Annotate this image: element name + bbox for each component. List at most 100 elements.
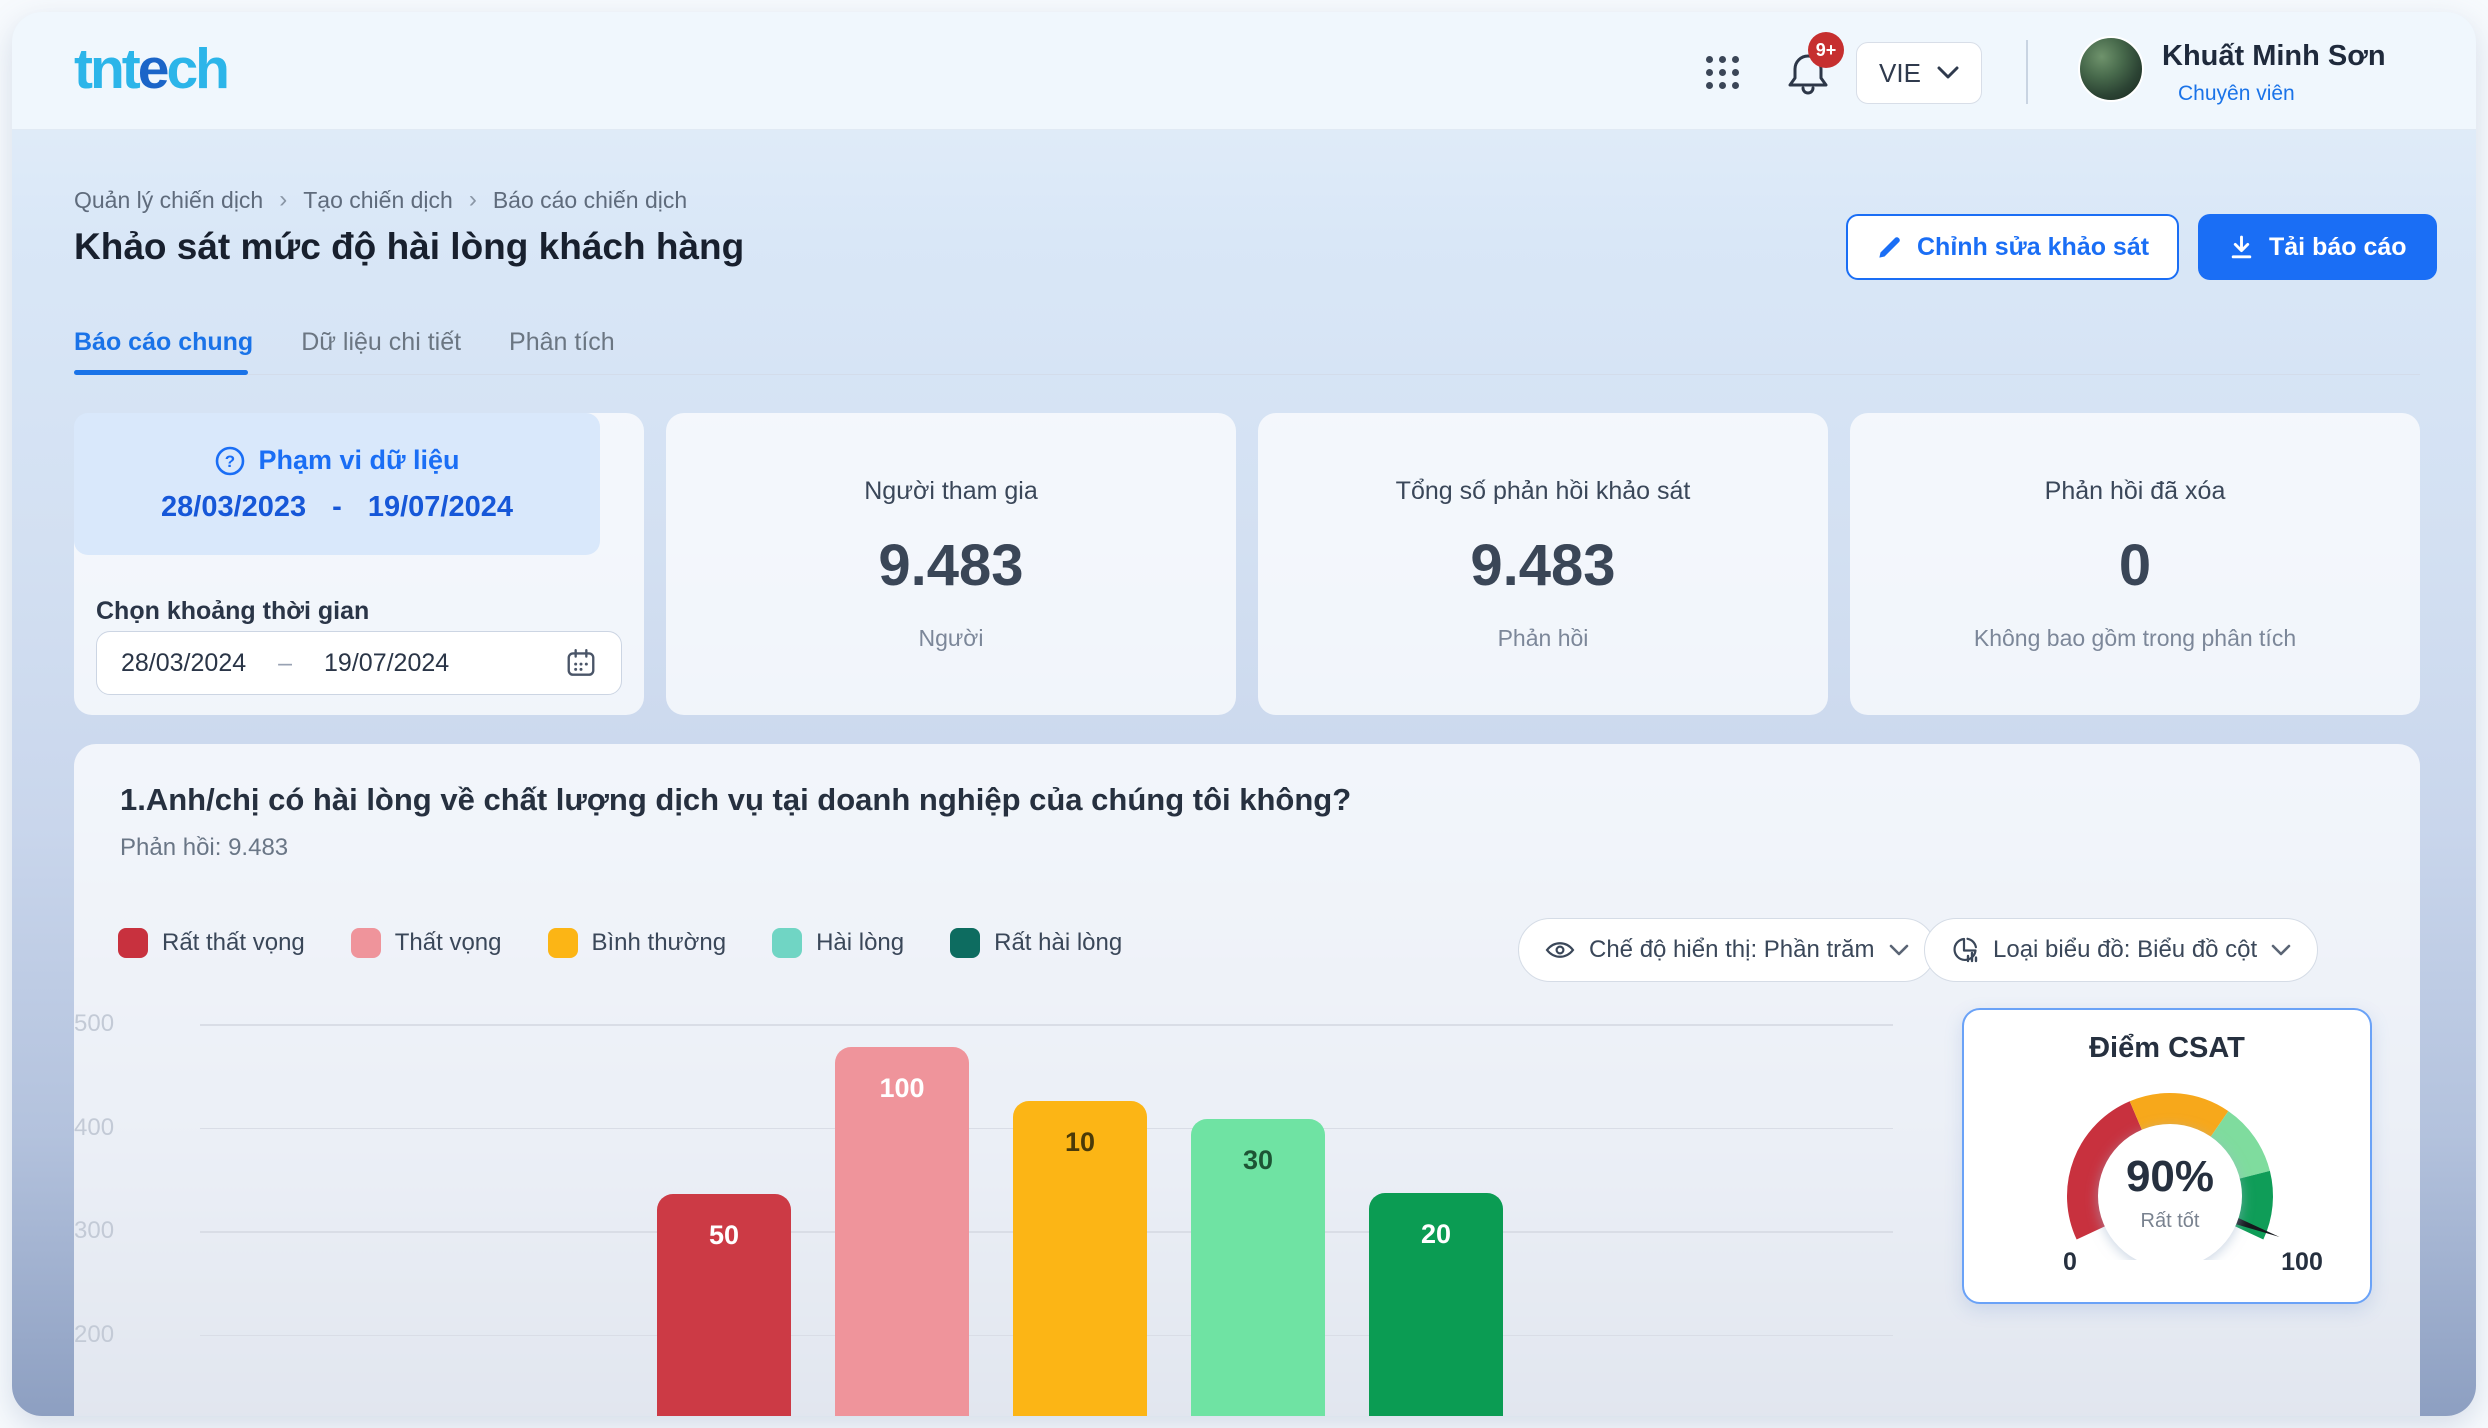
csat-title: Điểm CSAT [2089,1032,2245,1064]
csat-gauge-svg [2067,1093,2280,1260]
language-selector[interactable]: VIE [1856,42,1982,104]
edit-survey-button[interactable]: Chỉnh sửa khảo sát [1846,214,2180,280]
breadcrumb-item-2[interactable]: Tạo chiến dịch [303,186,453,213]
notification-badge: 9+ [1808,32,1844,68]
display-mode-label: Chế độ hiển thị: Phần trăm [1589,936,1875,963]
legend-label: Hài lòng [816,929,905,956]
breadcrumb-item-1[interactable]: Quản lý chiến dịch [74,186,264,213]
chevron-down-icon [1937,66,1959,79]
participants-title: Người tham gia [864,476,1038,505]
language-value: VIE [1879,57,1921,88]
csat-gauge [2000,1060,2340,1260]
app-window: tntech 9+ VIE Khuất Minh Sơn Chuyên viên… [12,12,2476,1416]
breadcrumb: Quản lý chiến dịch Tạo chiến dịch Báo cá… [74,186,687,214]
gauge-inner-disc [2098,1124,2242,1260]
gauge-needle [2224,1213,2280,1237]
question-title: 1.Anh/chị có hài lòng về chất lượng dịch… [120,782,1352,817]
logo-text-e: e [137,37,170,101]
question-response-count: Phản hồi: 9.483 [120,834,289,861]
legend-label: Rất thất vọng [162,929,305,956]
edit-survey-label: Chỉnh sửa khảo sát [1917,232,2150,261]
csat-min-label: 0 [2063,1248,2077,1276]
data-range-title: Phạm vi dữ liệu [258,445,460,475]
total-responses-unit: Phản hồi [1497,624,1589,651]
deleted-responses-title: Phản hồi đã xóa [2044,476,2226,505]
legend-item-1[interactable]: Thất vọng [350,928,502,958]
tab-analysis[interactable]: Phân tích [509,328,615,356]
help-circle-icon[interactable]: ? [214,445,246,477]
total-responses-title: Tổng số phản hồi khảo sát [1395,476,1691,505]
chart-legend: Rất thất vọng Thất vọng Bình thường Hài lòn… [118,928,1122,958]
brand-logo: tntech [74,36,230,102]
svg-text:?: ? [225,452,235,471]
gauge-segment-medium [2129,1093,2229,1140]
download-icon [2231,235,2252,258]
range-date-separator: - [332,490,342,523]
breadcrumb-separator-icon [469,186,477,214]
calendar-icon[interactable] [565,647,597,679]
legend-item-2[interactable]: Bình thường [547,928,727,958]
deleted-responses-unit: Không bao gồm trong phân tích [1973,624,2297,651]
breadcrumb-item-current: Báo cáo chiến dịch [492,186,688,213]
legend-swatch [547,928,578,958]
gauge-segment-good [2208,1111,2270,1180]
tab-detailed-data[interactable]: Dữ liệu chi tiết [301,328,462,356]
data-range-card: ? Phạm vi dữ liệu 28/03/2023 - 19/07/202… [74,413,644,715]
chart-type-label: Loại biểu đồ: Biểu đồ cột [1993,936,2258,963]
total-responses-value: 9.483 [1470,532,1616,598]
range-date-from: 28/03/2023 [161,490,307,523]
pencil-icon [1879,236,1900,258]
range-date-to: 19/07/2024 [367,490,513,523]
date-to-value: 19/07/2024 [324,648,450,677]
display-mode-dropdown[interactable]: Chế độ hiển thị: Phần trăm [1518,918,1936,982]
user-avatar[interactable] [2078,36,2144,102]
date-picker-label: Chọn khoảng thời gian [96,597,370,625]
chevron-down-icon [1889,944,1908,955]
logo-text-2: ch [166,37,230,101]
legend-label: Thất vọng [394,929,502,956]
legend-label: Rất hài lòng [994,929,1123,956]
date-input-separator: – [278,648,293,677]
legend-swatch [950,928,981,958]
chart-type-dropdown[interactable]: Loại biểu đồ: Biểu đồ cột [1924,918,2319,982]
download-report-button[interactable]: Tải báo cáo [2198,214,2437,280]
deleted-responses-card: Phản hồi đã xóa 0 Không bao gồm trong ph… [1850,413,2420,715]
user-role: Chuyên viên [2178,82,2295,105]
apps-grid-icon[interactable] [1706,56,1742,92]
eye-icon [1545,942,1575,958]
top-header [12,12,2476,130]
total-responses-card: Tổng số phản hồi khảo sát 9.483 Phản hồi [1258,413,1828,715]
legend-label: Bình thường [591,929,727,956]
gauge-segment-low [2067,1101,2144,1240]
download-report-label: Tải báo cáo [2269,232,2407,261]
csat-max-label: 100 [2281,1248,2323,1276]
legend-swatch [350,928,381,958]
chevron-down-icon [2271,944,2291,955]
breadcrumb-separator-icon [279,186,287,214]
data-range-dates: 28/03/2023 - 19/07/2024 [161,491,513,524]
page-title: Khảo sát mức độ hài lòng khách hàng [74,226,745,267]
active-tab-indicator [74,370,248,375]
legend-swatch [118,928,148,958]
data-range-title-row: ? Phạm vi dữ liệu [214,445,460,477]
legend-item-0[interactable]: Rất thất vọng [118,928,305,958]
report-tabs: Báo cáo chung Dữ liệu chi tiết Phân tích [74,328,615,383]
date-range-input[interactable]: 28/03/2024 – 19/07/2024 [96,631,622,695]
legend-item-4[interactable]: Rất hài lòng [950,928,1122,958]
csat-value: 90% [2125,1152,2215,1201]
participants-value: 9.483 [878,532,1024,598]
date-from-value: 28/03/2024 [121,648,247,677]
participants-unit: Người [918,624,984,651]
user-name: Khuất Minh Sơn [2162,40,2386,72]
pie-chart-icon [1953,937,1978,963]
logo-text-1: tnt [74,37,141,101]
legend-swatch [772,928,803,958]
legend-item-3[interactable]: Hài lòng [772,928,904,958]
deleted-responses-value: 0 [2118,532,2152,598]
tabs-divider [74,374,2420,375]
tab-general-report[interactable]: Báo cáo chung [74,328,254,356]
data-range-panel: ? Phạm vi dữ liệu 28/03/2023 - 19/07/202… [74,413,600,555]
header-divider [2026,40,2028,104]
csat-rating-label: Rất tốt [2140,1210,2200,1232]
participants-card: Người tham gia 9.483 Người [666,413,1236,715]
